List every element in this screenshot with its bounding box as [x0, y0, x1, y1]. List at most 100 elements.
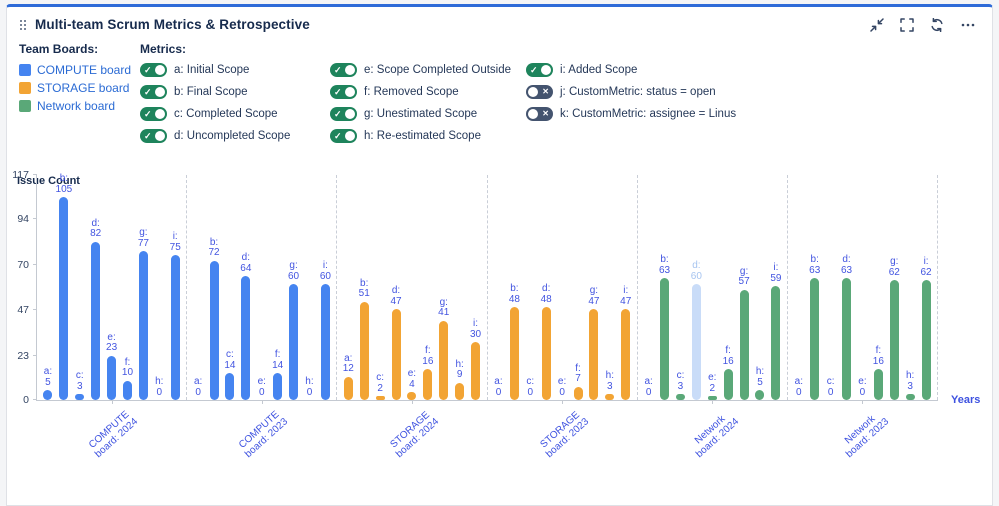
bar-g[interactable]	[889, 280, 899, 400]
refresh-icon[interactable]	[930, 17, 944, 32]
x-axis-category-label: STORAGE board: 2023	[538, 409, 591, 461]
toggle-knob	[155, 65, 165, 75]
metric-row-c: ✓ c: Completed Scope	[140, 107, 330, 121]
bar-value-label: a: 0	[644, 376, 653, 398]
bar-g[interactable]	[739, 289, 749, 400]
bar-d[interactable]	[541, 307, 551, 400]
bar-slot: i: 62	[918, 175, 934, 400]
y-axis-tick-label: 70	[17, 259, 29, 272]
toggle-knob	[528, 87, 538, 97]
bar-f[interactable]	[122, 380, 132, 400]
bar-c[interactable]	[675, 394, 685, 400]
metric-toggle-d[interactable]: ✓	[140, 129, 167, 143]
y-axis-tick-mark	[33, 174, 37, 175]
metrics-column: ✓ e: Scope Completed Outside ✓ f: Removed S…	[330, 63, 526, 151]
bar-i[interactable]	[621, 309, 631, 400]
metric-toggle-j[interactable]: ✕	[526, 85, 553, 99]
bar-f[interactable]	[273, 373, 283, 400]
gadget-title: Multi-team Scrum Metrics & Retrospective	[35, 17, 310, 32]
collapse-arrows-icon[interactable]	[870, 17, 884, 32]
bar-slot: a: 5	[40, 175, 56, 400]
board-label: STORAGE board	[37, 81, 130, 95]
bar-value-label: h: 3	[905, 370, 915, 392]
team-board-item[interactable]: COMPUTE board	[19, 63, 140, 77]
bar-d[interactable]	[691, 284, 701, 400]
metric-toggle-f[interactable]: ✓	[330, 85, 357, 99]
bar-d[interactable]	[91, 241, 101, 400]
metric-toggle-c[interactable]: ✓	[140, 107, 167, 121]
bar-value-label: g: 57	[738, 265, 750, 288]
bar-slot: f: 16	[870, 175, 886, 400]
bar-c[interactable]	[375, 396, 385, 400]
bar-f[interactable]	[573, 386, 583, 400]
bar-slot: e: 2	[704, 175, 720, 400]
bar-d[interactable]	[391, 309, 401, 400]
y-axis-tick-mark	[33, 308, 37, 310]
bar-c[interactable]	[225, 373, 235, 400]
bar-i[interactable]	[471, 342, 481, 400]
bar-h[interactable]	[605, 394, 615, 400]
bar-d[interactable]	[842, 278, 852, 400]
toggle-knob	[155, 109, 165, 119]
bar-i[interactable]	[320, 284, 330, 400]
bar-f[interactable]	[723, 369, 733, 400]
metric-toggle-i[interactable]: ✓	[526, 63, 553, 77]
bar-slot: h: 3	[902, 175, 918, 400]
bar-g[interactable]	[138, 251, 148, 400]
bar-b[interactable]	[359, 301, 369, 400]
bar-h[interactable]	[455, 382, 465, 400]
bar-c[interactable]	[75, 394, 85, 400]
metrics-column: ✓ a: Initial Scope ✓ b: Final Scope ✓ c: Comp…	[140, 63, 330, 151]
x-axis-tick-mark	[562, 400, 564, 404]
bar-f[interactable]	[423, 369, 433, 400]
bar-e[interactable]	[107, 355, 117, 400]
bar-g[interactable]	[439, 320, 449, 400]
bar-b[interactable]	[810, 278, 820, 400]
bar-value-label: e: 0	[257, 376, 266, 398]
bar-i[interactable]	[921, 280, 931, 400]
bar-value-label: b: 48	[508, 283, 520, 305]
bar-g[interactable]	[289, 284, 299, 400]
bar-slot: a: 0	[491, 175, 507, 400]
team-board-item[interactable]: STORAGE board	[19, 81, 140, 95]
y-axis-tick-label: 0	[23, 394, 29, 406]
bar-b[interactable]	[509, 307, 519, 400]
y-axis-tick-label: 94	[17, 213, 29, 226]
bar-b[interactable]	[660, 278, 670, 400]
bar-h[interactable]	[905, 394, 915, 400]
bar-value-label: e: 23	[106, 331, 118, 354]
toggle-knob	[155, 131, 165, 141]
toggle-knob	[345, 65, 355, 75]
bar-a[interactable]	[343, 376, 353, 400]
ellipsis-icon[interactable]	[960, 18, 976, 32]
bar-d[interactable]	[241, 276, 251, 400]
team-boards-heading: Team Boards:	[19, 42, 99, 56]
drag-handle-icon[interactable]	[20, 19, 26, 30]
board-label: COMPUTE board	[37, 63, 132, 77]
bar-b[interactable]	[209, 260, 219, 400]
metric-toggle-b[interactable]: ✓	[140, 85, 167, 99]
bar-f[interactable]	[873, 369, 883, 400]
bar-b[interactable]	[59, 197, 69, 400]
bar-g[interactable]	[589, 309, 599, 400]
metric-toggle-k[interactable]: ✕	[526, 107, 553, 121]
bar-e[interactable]	[707, 396, 717, 400]
bar-h[interactable]	[755, 390, 765, 400]
toggle-knob	[155, 87, 165, 97]
fullscreen-brackets-icon[interactable]	[900, 17, 914, 32]
bar-a[interactable]	[43, 390, 53, 400]
metric-toggle-e[interactable]: ✓	[330, 63, 357, 77]
bar-slot: f: 16	[720, 175, 736, 400]
bar-slot: e: 0	[554, 175, 570, 400]
bar-slot: a: 0	[190, 175, 206, 400]
metric-toggle-h[interactable]: ✓	[330, 129, 357, 143]
bar-e[interactable]	[407, 392, 417, 400]
metric-toggle-g[interactable]: ✓	[330, 107, 357, 121]
team-board-item[interactable]: Network board	[19, 99, 140, 113]
bar-i[interactable]	[771, 286, 781, 400]
bar-group: a: 0 b: 48 c: 0 d: 48 e: 0 f: 7 g: 47 h: 3 i: 47…	[488, 175, 638, 460]
bar-i[interactable]	[170, 255, 180, 400]
bar-slot: c: 14	[222, 175, 238, 400]
team-boards-list: COMPUTE board STORAGE board Network board	[19, 63, 140, 113]
metric-toggle-a[interactable]: ✓	[140, 63, 167, 77]
